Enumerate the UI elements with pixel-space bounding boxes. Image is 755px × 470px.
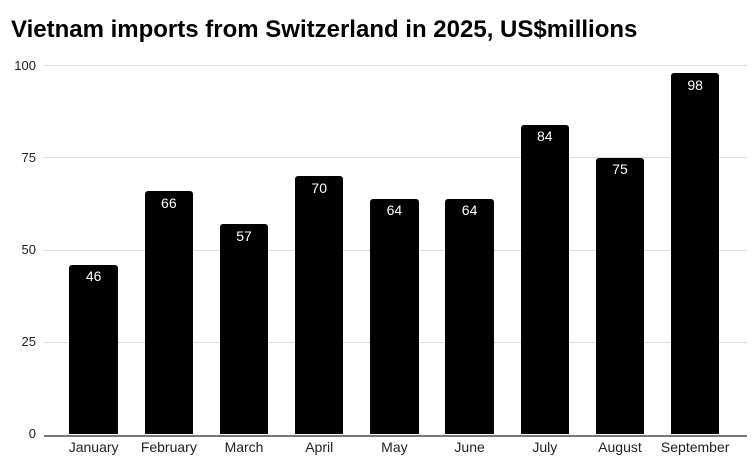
bar-august[interactable]: 75 [595, 157, 645, 435]
bar-february[interactable]: 66 [144, 191, 194, 435]
x-axis-baseline [43, 434, 747, 437]
bar-value-label: 84 [536, 128, 553, 145]
bar-july[interactable]: 84 [520, 124, 569, 435]
y-axis-tick-label: 100 [14, 57, 36, 73]
x-axis-tick-label: August [598, 438, 642, 455]
x-axis-tick-label: September [660, 438, 730, 455]
bar-june[interactable]: 64 [445, 198, 494, 435]
bar-value-label: 75 [612, 161, 628, 178]
bar-value-label: 57 [236, 227, 252, 244]
x-axis-tick-label: April [305, 438, 334, 455]
bar-value-label: 98 [687, 76, 703, 93]
x-axis-tick-label: February [140, 438, 197, 455]
y-axis-tick-label: 75 [21, 149, 36, 165]
x-axis-tick-label: June [454, 438, 485, 455]
x-axis-tick-label: May [381, 438, 408, 455]
chart-title: Vietnam imports from Switzerland in 2025… [11, 16, 638, 43]
y-axis-tick-label: 0 [28, 426, 36, 442]
bar-january[interactable]: 46 [69, 264, 118, 435]
y-axis-tick-label: 25 [21, 334, 36, 350]
y-axis-tick-label: 50 [21, 241, 36, 257]
bar-value-label: 66 [161, 194, 177, 211]
bar-september[interactable]: 98 [670, 73, 720, 435]
bar-april[interactable]: 70 [295, 176, 344, 435]
bar-may[interactable]: 64 [370, 198, 419, 435]
x-axis-tick-label: January [68, 438, 119, 455]
bar-value-label: 70 [311, 179, 327, 196]
gridline-75 [43, 157, 747, 159]
bar-value-label: 64 [386, 202, 403, 219]
bar-value-label: 46 [85, 268, 102, 285]
gridline-100 [43, 65, 747, 67]
x-axis-tick-label: March [224, 438, 264, 455]
bar-value-label: 64 [461, 202, 478, 219]
x-axis-tick-label: July [532, 438, 558, 455]
bar-march[interactable]: 57 [219, 224, 269, 435]
